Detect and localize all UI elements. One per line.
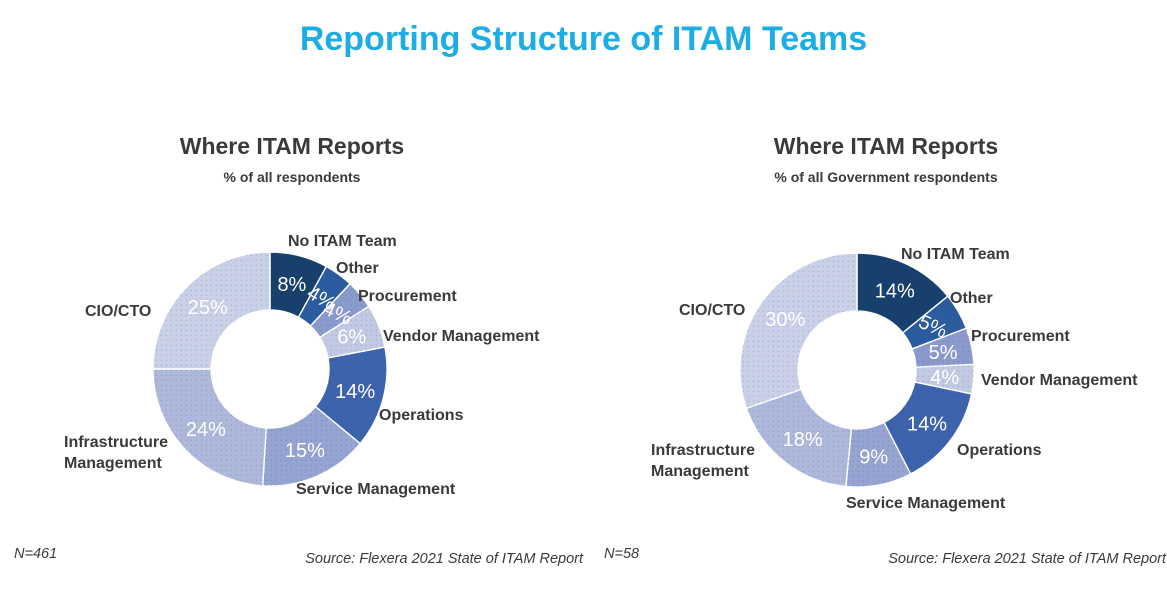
label-vendor-management: Vendor Management — [981, 372, 1138, 389]
sample-size-left: N=461 — [14, 546, 58, 562]
slice-pct-vendor-management: 4% — [930, 367, 959, 389]
slice-pct-operations: 14% — [907, 413, 947, 435]
source-left: Source: Flexera 2021 State of ITAM Repor… — [305, 551, 583, 567]
chart-right-subtitle: % of all Government respondents — [774, 169, 998, 185]
donut-dot-texture — [153, 252, 388, 486]
slice-pct-infrastructure-management: 24% — [186, 419, 226, 441]
label-operations: Operations — [379, 407, 464, 424]
slice-pct-vendor-management: 6% — [337, 327, 366, 349]
slice-pct-procurement: 5% — [929, 342, 958, 364]
main-title: Reporting Structure of ITAM Teams — [299, 20, 868, 58]
chart-left-title: Where ITAM Reports — [179, 133, 405, 159]
slice-pct-infrastructure-management: 18% — [783, 429, 823, 451]
label-procurement: Procurement — [971, 328, 1070, 345]
label-cio-cto: CIO/CTO — [85, 303, 152, 320]
slice-pct-no-itam-team: 8% — [277, 274, 306, 296]
slice-pct-operations: 14% — [335, 381, 375, 403]
donut-dot-texture — [740, 253, 975, 487]
chart-right-title: Where ITAM Reports — [773, 133, 999, 159]
sample-size-right: N=58 — [604, 546, 640, 562]
slice-pct-no-itam-team: 14% — [875, 281, 915, 303]
donut-chart-government-respondents: 14%5%5%4%14%9%18%30% — [739, 252, 975, 488]
source-right: Source: Flexera 2021 State of ITAM Repor… — [888, 551, 1166, 567]
chart-left-subtitle: % of all respondents — [223, 169, 361, 185]
slice-pct-cio-cto: 30% — [765, 309, 805, 331]
slice-pct-service-management: 15% — [285, 440, 325, 462]
slice-pct-service-management: 9% — [859, 446, 888, 468]
label-cio-cto: CIO/CTO — [679, 302, 746, 319]
donut-chart-all-respondents: 8%4%4%6%14%15%24%25% — [152, 251, 388, 487]
slice-pct-cio-cto: 25% — [188, 297, 228, 319]
label-vendor-management: Vendor Management — [383, 328, 540, 345]
label-service-management: Service Management — [846, 495, 1006, 512]
